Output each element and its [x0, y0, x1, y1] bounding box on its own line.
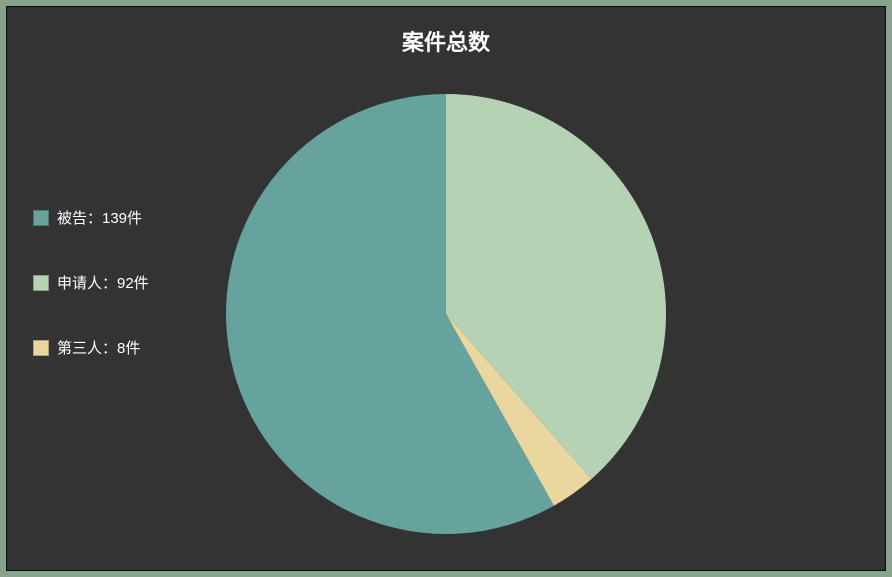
legend-swatch [33, 340, 49, 356]
chart-area: 被告：139件 申请人：92件 第三人：8件 [7, 67, 885, 560]
legend-label: 第三人：8件 [57, 337, 140, 358]
legend-item: 第三人：8件 [33, 337, 149, 358]
pie-svg [226, 94, 666, 534]
chart-title: 案件总数 [7, 25, 885, 57]
legend-swatch [33, 210, 49, 226]
chart-panel: 案件总数 被告：139件 申请人：92件 第三人：8件 [6, 6, 886, 571]
legend: 被告：139件 申请人：92件 第三人：8件 [33, 207, 149, 402]
legend-item: 申请人：92件 [33, 272, 149, 293]
legend-label: 申请人：92件 [57, 272, 149, 293]
pie-chart [226, 94, 666, 534]
legend-item: 被告：139件 [33, 207, 149, 228]
legend-swatch [33, 275, 49, 291]
legend-label: 被告：139件 [57, 207, 142, 228]
outer-frame: 案件总数 被告：139件 申请人：92件 第三人：8件 [0, 0, 892, 577]
